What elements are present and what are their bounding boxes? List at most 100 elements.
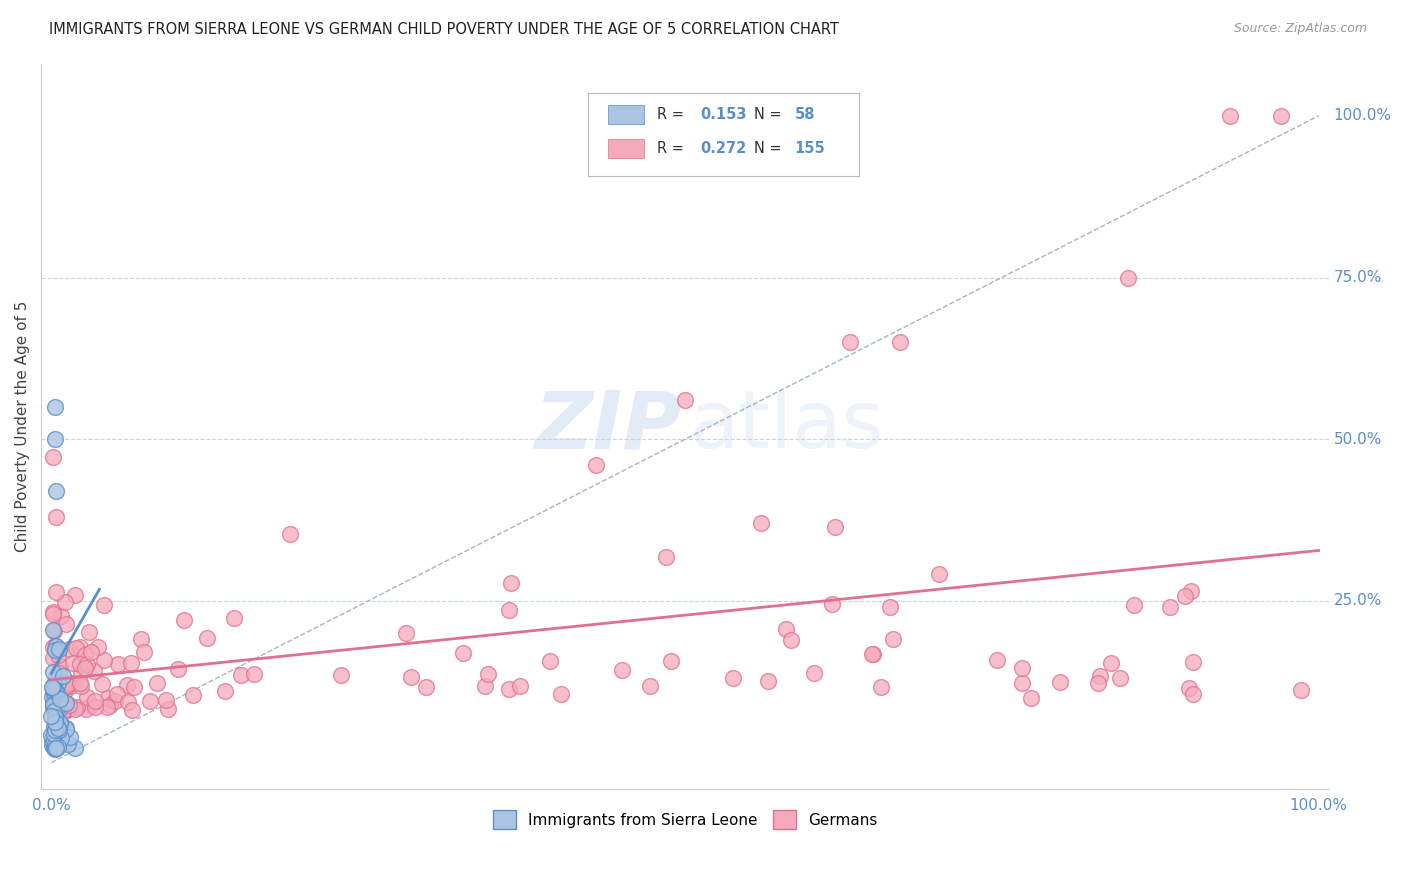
Point bbox=[80, 645, 103, 659]
Point bbox=[41, 690, 63, 704]
Point bbox=[862, 647, 884, 661]
Point bbox=[42, 720, 65, 734]
Point bbox=[44, 723, 66, 738]
Point bbox=[46, 702, 69, 716]
Point bbox=[48, 641, 70, 656]
Point bbox=[70, 665, 93, 679]
Point bbox=[1099, 656, 1122, 670]
Point bbox=[129, 632, 152, 646]
Point bbox=[41, 700, 63, 714]
Point bbox=[673, 393, 696, 408]
Legend: Immigrants from Sierra Leone, Germans: Immigrants from Sierra Leone, Germans bbox=[486, 805, 883, 835]
Text: atlas: atlas bbox=[689, 387, 883, 466]
Point bbox=[48, 702, 70, 716]
Point bbox=[62, 656, 84, 670]
Point bbox=[538, 654, 561, 668]
Point bbox=[44, 710, 66, 724]
Point bbox=[155, 693, 177, 707]
Point bbox=[122, 680, 145, 694]
Point bbox=[48, 723, 70, 737]
Point bbox=[52, 704, 75, 718]
Point bbox=[928, 566, 950, 581]
Point bbox=[889, 335, 911, 350]
Point bbox=[46, 679, 69, 693]
Point bbox=[44, 685, 66, 699]
Point bbox=[41, 709, 63, 723]
Point bbox=[51, 698, 73, 712]
Point bbox=[243, 667, 266, 681]
Point bbox=[1011, 661, 1033, 675]
Point bbox=[41, 733, 63, 747]
Point bbox=[821, 597, 844, 611]
Point bbox=[58, 738, 80, 752]
Point bbox=[51, 608, 73, 623]
Point bbox=[157, 702, 180, 716]
Point bbox=[69, 640, 91, 654]
Point bbox=[659, 654, 682, 668]
Point bbox=[1180, 584, 1202, 599]
Point bbox=[83, 664, 105, 678]
Point bbox=[44, 714, 66, 729]
Point bbox=[1123, 598, 1146, 612]
Text: 25.0%: 25.0% bbox=[1334, 593, 1382, 608]
Point bbox=[42, 624, 65, 639]
Point bbox=[1181, 655, 1204, 669]
Point bbox=[46, 729, 69, 743]
Point bbox=[224, 611, 246, 625]
Point bbox=[69, 676, 91, 690]
Point bbox=[45, 686, 67, 700]
Point bbox=[509, 679, 531, 693]
Point bbox=[1181, 687, 1204, 701]
Point bbox=[59, 675, 82, 690]
Point bbox=[780, 633, 803, 648]
Point bbox=[1270, 109, 1292, 123]
Point bbox=[55, 616, 77, 631]
Point bbox=[499, 575, 522, 590]
Point bbox=[59, 679, 82, 693]
Point bbox=[55, 721, 77, 735]
Point bbox=[51, 720, 73, 734]
Point bbox=[49, 716, 72, 731]
Point bbox=[585, 458, 607, 472]
Point bbox=[55, 677, 77, 691]
Point bbox=[132, 645, 155, 659]
Point bbox=[51, 695, 73, 709]
Point bbox=[42, 698, 65, 712]
Point bbox=[229, 668, 252, 682]
Point bbox=[80, 698, 103, 713]
Point bbox=[278, 527, 301, 541]
Point bbox=[838, 335, 860, 350]
Point bbox=[44, 727, 66, 741]
Text: 100.0%: 100.0% bbox=[1334, 108, 1392, 123]
Point bbox=[1109, 671, 1132, 685]
Text: 50.0%: 50.0% bbox=[1334, 432, 1382, 447]
Point bbox=[1178, 681, 1201, 695]
Point bbox=[44, 737, 66, 751]
Point bbox=[77, 624, 100, 639]
Point bbox=[1011, 675, 1033, 690]
Text: 0.0%: 0.0% bbox=[32, 798, 70, 814]
FancyBboxPatch shape bbox=[607, 105, 644, 124]
Point bbox=[46, 688, 69, 702]
Point bbox=[117, 677, 139, 691]
Point bbox=[803, 666, 825, 681]
Point bbox=[41, 681, 63, 696]
Point bbox=[181, 688, 204, 702]
Point bbox=[45, 483, 67, 498]
Point bbox=[44, 741, 66, 756]
Text: N =: N = bbox=[755, 141, 787, 156]
Point bbox=[42, 640, 65, 655]
Point bbox=[498, 681, 520, 696]
Text: 155: 155 bbox=[794, 141, 825, 156]
Point bbox=[96, 691, 118, 706]
Text: R =: R = bbox=[657, 107, 688, 122]
Y-axis label: Child Poverty Under the Age of 5: Child Poverty Under the Age of 5 bbox=[15, 301, 30, 552]
Point bbox=[49, 731, 72, 746]
Point bbox=[55, 678, 77, 692]
Point bbox=[46, 689, 69, 703]
Point bbox=[100, 698, 122, 712]
Point bbox=[65, 588, 87, 602]
Point bbox=[46, 648, 69, 662]
Point bbox=[84, 699, 107, 714]
Point bbox=[401, 670, 423, 684]
